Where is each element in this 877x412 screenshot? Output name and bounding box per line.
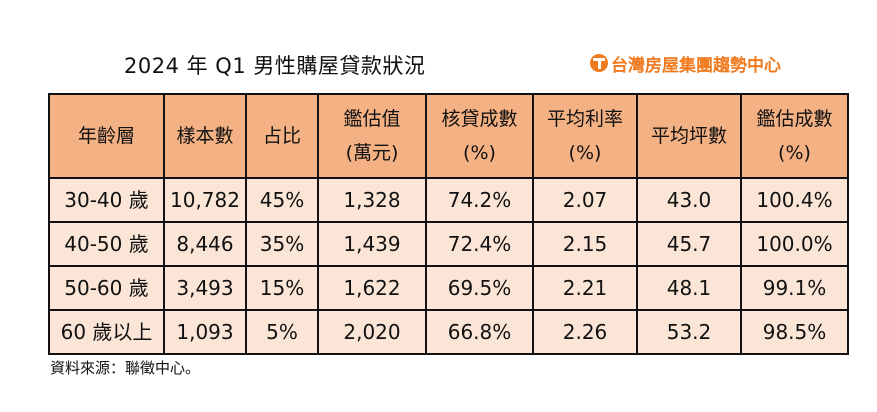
- col-header-label: 鑑估成數: [756, 108, 833, 130]
- cell-age-group: 50-60 歲: [48, 265, 165, 311]
- mortgage-stats-table: 年齡層 樣本數 占比 鑑估值 (萬元) 核貸成數 (%) 平均利率 (%) 平均坪數 …: [48, 93, 849, 355]
- cell-loan-ratio: 66.8%: [425, 309, 534, 355]
- col-header-avg-ping: 平均坪數: [636, 93, 742, 179]
- cell-appraisal-value: 1,439: [317, 221, 427, 267]
- col-header-age-group: 年齡層: [48, 93, 165, 179]
- cell-share: 35%: [245, 221, 319, 267]
- cell-avg-rate: 2.07: [532, 177, 638, 223]
- cell-sample-count: 1,093: [163, 309, 247, 355]
- cell-loan-ratio: 74.2%: [425, 177, 534, 223]
- col-header-loan-ratio: 核貸成數 (%): [425, 93, 534, 179]
- cell-appraisal-value: 1,622: [317, 265, 427, 311]
- col-header-appraisal-value: 鑑估值 (萬元): [317, 93, 427, 179]
- cell-appraisal-ratio: 100.0%: [740, 221, 849, 267]
- cell-sample-count: 8,446: [163, 221, 247, 267]
- cell-age-group: 40-50 歲: [48, 221, 165, 267]
- col-header-unit: (萬元): [345, 142, 399, 164]
- cell-sample-count: 10,782: [163, 177, 247, 223]
- col-header-label: 樣本數: [176, 125, 234, 147]
- col-header-avg-rate: 平均利率 (%): [532, 93, 638, 179]
- col-header-label: 核貸成數: [441, 108, 518, 130]
- col-header-unit: (%): [778, 142, 811, 164]
- col-header-label: 年齡層: [77, 125, 135, 147]
- col-header-label: 鑑估值: [343, 108, 401, 130]
- col-header-sample-count: 樣本數: [163, 93, 247, 179]
- cell-avg-ping: 48.1: [636, 265, 742, 311]
- cell-avg-rate: 2.21: [532, 265, 638, 311]
- cell-appraisal-value: 1,328: [317, 177, 427, 223]
- cell-share: 15%: [245, 265, 319, 311]
- col-header-unit: (%): [568, 142, 602, 164]
- cell-avg-ping: 45.7: [636, 221, 742, 267]
- table-row: 40-50 歲 8,446 35% 1,439 72.4% 2.15 45.7 …: [48, 221, 849, 267]
- table-row: 60 歲以上 1,093 5% 2,020 66.8% 2.26 53.2 98…: [48, 309, 849, 355]
- brand-name: 台灣房屋集團趨勢中心: [611, 55, 781, 76]
- cell-loan-ratio: 69.5%: [425, 265, 534, 311]
- cell-appraisal-value: 2,020: [317, 309, 427, 355]
- cell-appraisal-ratio: 99.1%: [740, 265, 849, 311]
- cell-age-group: 30-40 歲: [48, 177, 165, 223]
- cell-avg-rate: 2.26: [532, 309, 638, 355]
- cell-avg-ping: 53.2: [636, 309, 742, 355]
- cell-appraisal-ratio: 98.5%: [740, 309, 849, 355]
- page-title: 2024 年 Q1 男性購屋貸款狀況: [124, 54, 426, 78]
- cell-appraisal-ratio: 100.4%: [740, 177, 849, 223]
- col-header-appraisal-ratio: 鑑估成數 (%): [740, 93, 849, 179]
- col-header-label: 平均坪數: [650, 125, 727, 147]
- cell-share: 45%: [245, 177, 319, 223]
- col-header-unit: (%): [463, 142, 496, 164]
- table-row: 30-40 歲 10,782 45% 1,328 74.2% 2.07 43.0…: [48, 177, 849, 223]
- col-header-label: 占比: [262, 125, 301, 147]
- table-row: 50-60 歲 3,493 15% 1,622 69.5% 2.21 48.1 …: [48, 265, 849, 311]
- table-header-row: 年齡層 樣本數 占比 鑑估值 (萬元) 核貸成數 (%) 平均利率 (%) 平均坪數 …: [48, 93, 849, 179]
- cell-share: 5%: [245, 309, 319, 355]
- col-header-share: 占比: [245, 93, 319, 179]
- cell-avg-ping: 43.0: [636, 177, 742, 223]
- cell-sample-count: 3,493: [163, 265, 247, 311]
- brand-logo-block: 台灣房屋集團趨勢中心: [590, 51, 781, 76]
- col-header-label: 平均利率: [546, 108, 623, 130]
- data-source-note: 資料來源：聯徵中心。: [50, 359, 201, 377]
- taiwan-realty-t-logo-icon: [590, 54, 608, 72]
- cell-loan-ratio: 72.4%: [425, 221, 534, 267]
- cell-avg-rate: 2.15: [532, 221, 638, 267]
- cell-age-group: 60 歲以上: [48, 309, 165, 355]
